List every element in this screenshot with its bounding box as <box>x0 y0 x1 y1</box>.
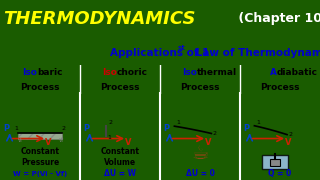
Text: A: A <box>270 68 277 77</box>
Bar <box>18 133 62 139</box>
Text: Iso: Iso <box>182 68 197 77</box>
Text: Process: Process <box>100 83 140 92</box>
Text: P: P <box>83 125 89 134</box>
Text: (Chapter 10): (Chapter 10) <box>234 12 320 25</box>
Text: Law of Thermodynamics: Law of Thermodynamics <box>192 48 320 58</box>
Text: 1: 1 <box>107 135 111 140</box>
Text: 2: 2 <box>213 131 217 136</box>
Bar <box>262 155 288 169</box>
Text: V: V <box>205 138 211 147</box>
Text: 2: 2 <box>289 132 292 137</box>
Text: ΔU = 0: ΔU = 0 <box>186 169 214 178</box>
Text: 1: 1 <box>14 126 18 131</box>
Text: Process: Process <box>180 83 220 92</box>
Text: 2: 2 <box>108 120 112 125</box>
Text: Iso: Iso <box>102 68 117 77</box>
Text: Constant
Volume: Constant Volume <box>100 147 140 167</box>
Text: Vf: Vf <box>59 138 64 143</box>
Text: 1: 1 <box>256 120 260 125</box>
Text: V: V <box>285 138 291 147</box>
Text: V: V <box>125 138 131 147</box>
Text: Process: Process <box>20 83 60 92</box>
Text: 1: 1 <box>176 120 180 125</box>
Text: ΔU = W: ΔU = W <box>104 169 136 178</box>
Text: THERMODYNAMICS: THERMODYNAMICS <box>3 10 196 28</box>
Bar <box>270 159 280 166</box>
Text: st: st <box>178 45 185 51</box>
Text: Applications of 1: Applications of 1 <box>110 48 210 58</box>
Text: Process: Process <box>260 83 300 92</box>
Text: thermal: thermal <box>197 68 237 77</box>
Text: Vi: Vi <box>18 138 23 143</box>
Text: choric: choric <box>117 68 148 77</box>
Text: diabatic: diabatic <box>277 68 318 77</box>
Text: Iso: Iso <box>22 68 37 77</box>
Text: V: V <box>45 138 51 147</box>
Text: W = P(Vi - Vf): W = P(Vi - Vf) <box>13 171 67 177</box>
Text: baric: baric <box>37 68 62 77</box>
Text: P: P <box>243 125 249 134</box>
Text: P: P <box>3 125 9 134</box>
Text: ☕: ☕ <box>191 144 209 163</box>
Text: Q = 0: Q = 0 <box>268 169 292 178</box>
Text: Constant
Pressure: Constant Pressure <box>20 147 60 167</box>
Text: P: P <box>163 125 169 134</box>
Text: 2: 2 <box>62 126 66 131</box>
